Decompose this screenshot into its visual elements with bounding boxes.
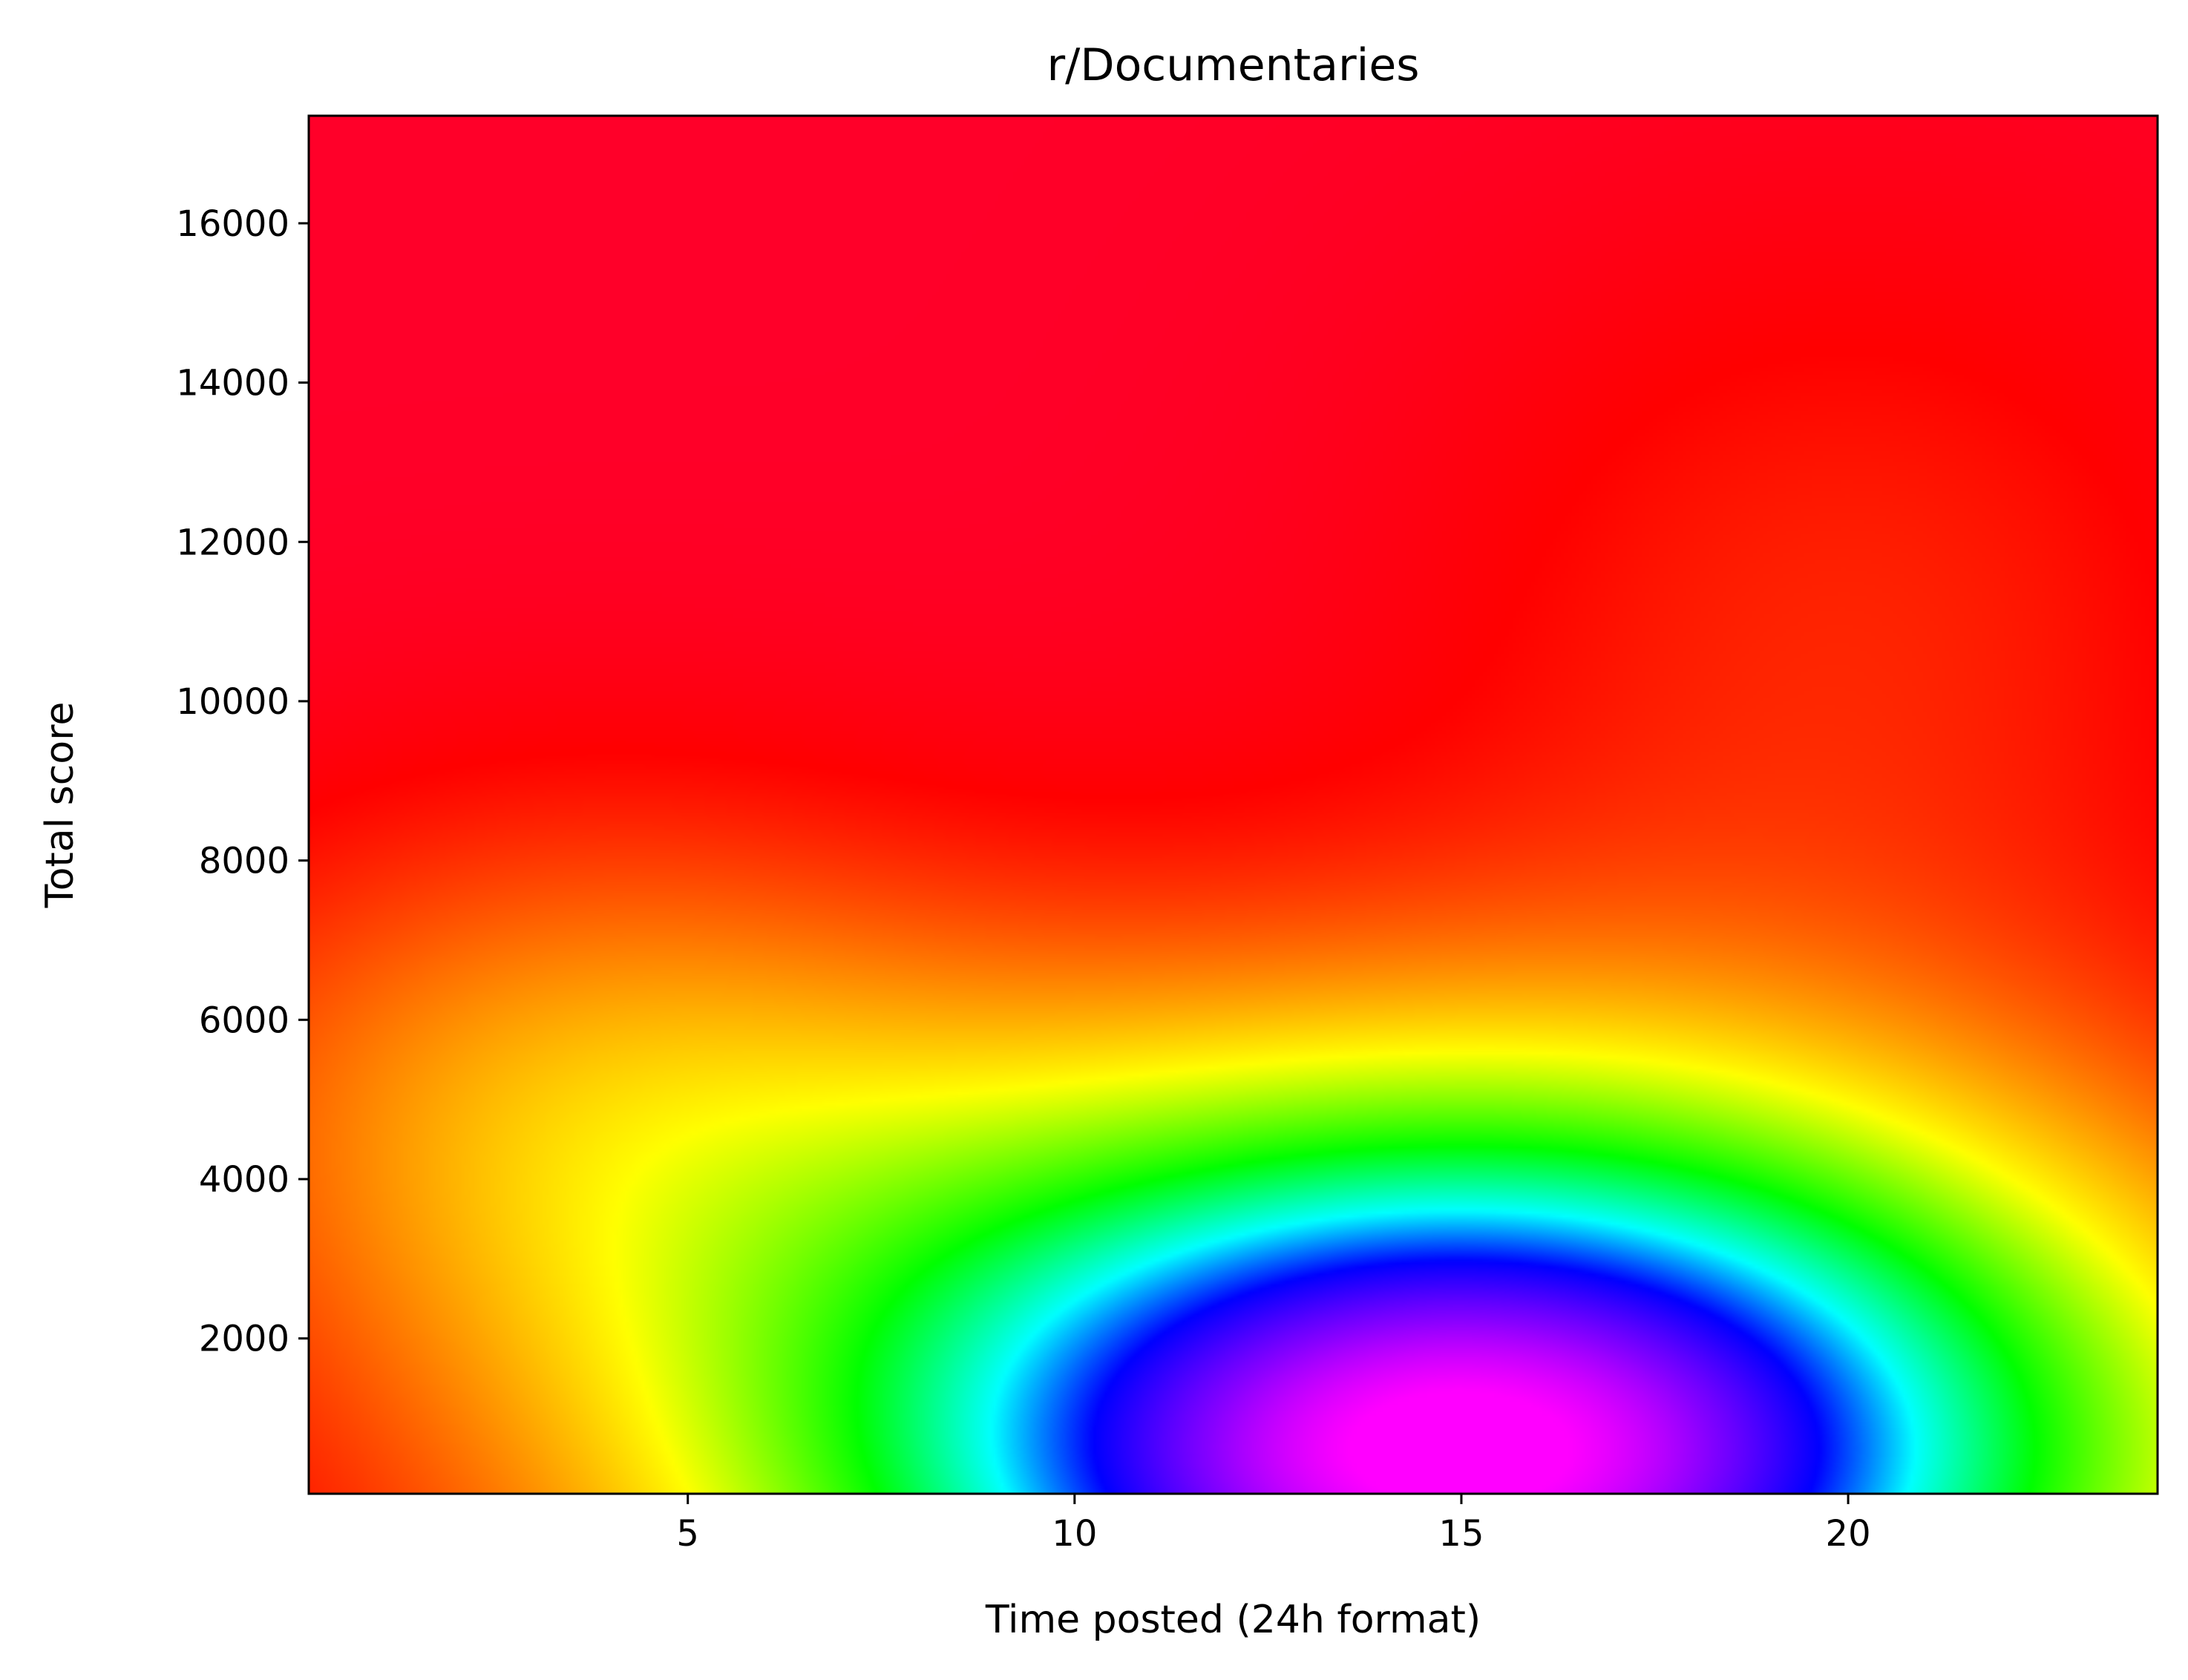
axes-frame bbox=[307, 114, 2159, 1495]
chart-title: r/Documentaries bbox=[1046, 39, 1419, 91]
y-tick-label: 6000 bbox=[199, 1000, 289, 1041]
y-tick-label: 2000 bbox=[199, 1319, 289, 1360]
x-tick-label: 5 bbox=[676, 1513, 699, 1555]
heatmap-image-container bbox=[309, 116, 2158, 1494]
y-axis-label: Total score bbox=[38, 702, 82, 909]
y-tick-label: 14000 bbox=[176, 363, 289, 404]
y-tick-label: 12000 bbox=[176, 522, 289, 563]
y-tick-label: 16000 bbox=[176, 203, 289, 245]
y-tick-label: 8000 bbox=[199, 841, 289, 882]
x-tick-label: 15 bbox=[1438, 1513, 1484, 1555]
y-tick-label: 4000 bbox=[199, 1159, 289, 1201]
x-axis-label: Time posted (24h format) bbox=[985, 1598, 1481, 1642]
x-tick-label: 20 bbox=[1826, 1513, 1871, 1555]
heatmap-image bbox=[309, 116, 2158, 1494]
x-tick-label: 10 bbox=[1052, 1513, 1097, 1555]
axis-ticks: 5 10 15 20 2000 4000 6000 8000 10000 12000 14000 16… bbox=[176, 203, 1870, 1555]
y-tick-label: 10000 bbox=[176, 681, 289, 723]
